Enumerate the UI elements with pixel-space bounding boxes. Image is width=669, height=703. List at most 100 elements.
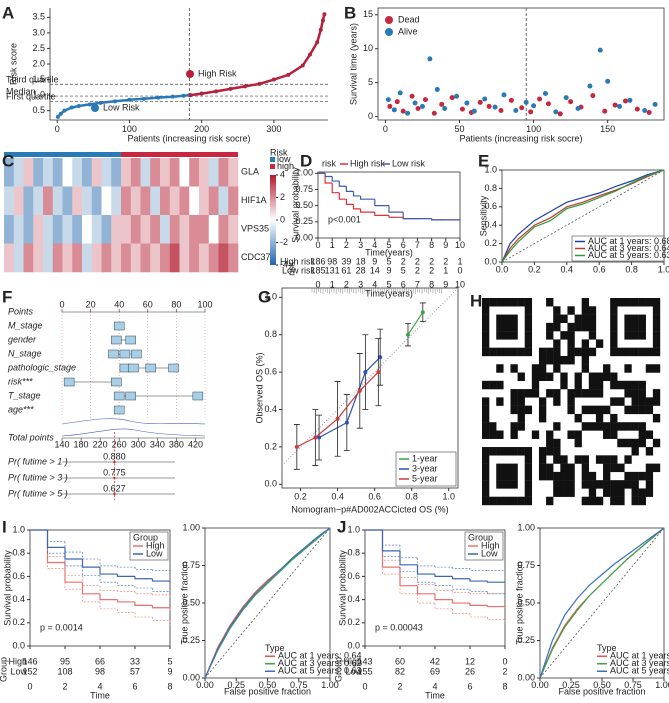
table-tick-label: 9 (443, 279, 448, 289)
heat-cell (179, 158, 190, 187)
ci-step (117, 582, 135, 586)
heat-cell (208, 186, 219, 216)
y-tick-label: 1.5 (32, 74, 45, 84)
table-tick-label: 8 (502, 681, 507, 691)
heat-cell (199, 186, 210, 216)
survival-step (416, 585, 435, 595)
table-tick-label: 2 (397, 681, 402, 691)
heat-cell (111, 215, 122, 244)
point (344, 420, 349, 425)
qr-module (638, 298, 646, 307)
x-tick-label: 50 (454, 124, 464, 134)
x-tick-label: 1 (330, 240, 335, 250)
risk-row-label: High (343, 656, 362, 666)
risk-count: 152 (22, 666, 37, 676)
x-tick-label: 0.2 (294, 491, 307, 501)
risk-count: 1 (457, 256, 462, 266)
y-tick-label: 0.8 (347, 548, 360, 558)
qr-module (581, 364, 589, 373)
level-box (119, 349, 131, 359)
qr-module (638, 314, 646, 324)
qr-module (482, 480, 490, 489)
table-tick-label: 8 (429, 279, 434, 289)
survival-step (360, 195, 375, 200)
qr-module (482, 471, 490, 481)
heat-cell (169, 215, 180, 244)
point (98, 100, 103, 105)
point (449, 95, 455, 101)
qr-module (489, 422, 497, 431)
y-tick-label: 0.25 (517, 635, 535, 645)
y-axis-label: True positive fraction (514, 561, 524, 644)
qr-module (610, 347, 618, 357)
total-tick-label: 380 (169, 439, 184, 449)
qr-module (624, 347, 632, 357)
point (294, 444, 299, 449)
points-tick-label: 20 (86, 299, 96, 309)
point (563, 95, 569, 101)
heat-cell (91, 243, 102, 273)
heat-cell (62, 243, 73, 273)
qr-module (524, 339, 533, 348)
qr-module (617, 488, 625, 497)
heat-cell (23, 186, 34, 216)
qr-module (482, 463, 490, 473)
x-tick-label: 0.6 (368, 491, 381, 501)
risk-count: 2 (429, 256, 434, 266)
qr-module (638, 397, 646, 406)
heat-cell (179, 215, 190, 244)
risk-count: 9 (386, 265, 391, 275)
legend-title: Group (468, 532, 493, 542)
point (415, 105, 421, 111)
x-tick-label: 0.4 (331, 491, 344, 501)
ci-step (99, 601, 118, 610)
qr-module (624, 380, 632, 390)
qr-module (574, 389, 582, 398)
qr-module (588, 347, 597, 357)
ci-step (487, 591, 505, 595)
qr-module (503, 480, 511, 489)
probability-label: Pr( futime > 1 ) (8, 456, 68, 466)
risk-count: 14 (370, 265, 380, 275)
x-tick-label: 0.50 (259, 680, 277, 690)
qr-module (574, 430, 582, 439)
qr-module (524, 314, 533, 324)
survival-step (374, 212, 389, 216)
y-tick-label: 0.4 (12, 594, 25, 604)
ci-step (99, 575, 118, 583)
qr-module (574, 380, 582, 390)
point (454, 93, 460, 99)
qr-module (510, 422, 518, 431)
risk-count: 82 (395, 666, 405, 676)
panel-letter: B (344, 3, 356, 22)
y-tick-label: 0.00 (295, 232, 313, 242)
qr-module (482, 314, 490, 324)
row-label: VPS35 (241, 224, 269, 234)
point (528, 109, 534, 115)
qr-module (560, 380, 568, 390)
qr-module (581, 480, 589, 489)
risk-count: 0 (502, 656, 507, 666)
qr-module (638, 422, 646, 431)
x-tick-label: 0.25 (562, 680, 580, 690)
qr-module (652, 298, 661, 307)
heat-cell (228, 186, 239, 216)
qr-module (503, 471, 511, 481)
qr-module (631, 496, 639, 506)
ci-step (64, 541, 83, 553)
y-tick-label: 0.2 (264, 441, 277, 451)
level-box (108, 349, 119, 359)
x-axis-label: Nomogram−p#AD002ACCicted OS (%) (291, 504, 448, 514)
qr-module (638, 331, 646, 340)
heat-cell (189, 186, 200, 216)
qr-module (524, 463, 533, 473)
roc-curve (204, 527, 331, 679)
qr-module (560, 455, 568, 464)
qr-module (610, 306, 618, 315)
point (442, 105, 448, 111)
qr-module (546, 372, 554, 381)
qr-module (567, 430, 575, 439)
point (553, 109, 559, 115)
qr-module (631, 331, 639, 340)
table-tick-label: 1 (330, 279, 335, 289)
